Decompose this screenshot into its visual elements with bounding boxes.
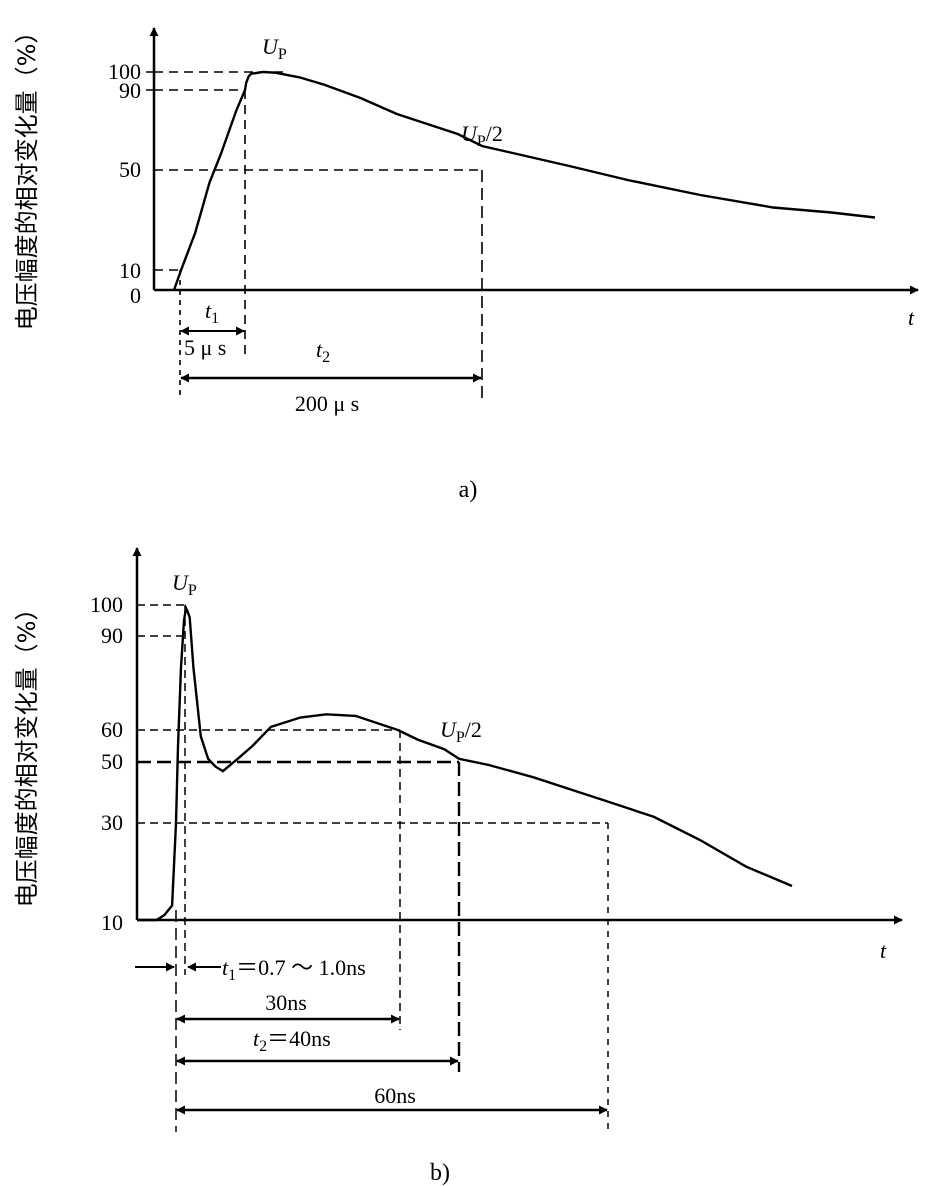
chart-b-guides xyxy=(137,604,609,1132)
chart-b-t-axis-label: t xyxy=(880,938,887,963)
chart-a-t1-value: 5 μ s xyxy=(184,335,226,360)
chart-b-t2-label: t2＝40ns xyxy=(253,1026,331,1055)
chart-a-t2-value: 200 μ s xyxy=(295,391,359,416)
chart-b-span-60-label: 60ns xyxy=(374,1083,416,1108)
chart-b-ytick-30: 30 xyxy=(101,810,123,835)
chart-b-caption: b) xyxy=(430,1160,450,1186)
chart-a-half-label: UP/2 xyxy=(461,121,503,150)
chart-b-half-label: UP/2 xyxy=(440,717,482,746)
chart-b-peak-label: UP xyxy=(172,570,197,599)
chart-a-t2-label: t2 xyxy=(316,337,330,366)
chart-a-caption: a) xyxy=(459,477,478,503)
chart-b-y-ticks: 100 90 60 50 30 10 xyxy=(90,592,123,935)
chart-a-t-axis-label: t xyxy=(908,305,915,330)
chart-a-ytick-90: 90 xyxy=(119,78,141,103)
chart-b-ylabel: 电压幅度的相对变化量（%） xyxy=(13,597,41,908)
chart-a-peak-label: UP xyxy=(262,34,287,63)
chart-b-ytick-100: 100 xyxy=(90,592,123,617)
chart-a-ytick-50: 50 xyxy=(119,157,141,182)
chart-a-t1-label: t1 xyxy=(205,298,219,327)
chart-a-y-ticks: 100 90 50 10 0 xyxy=(108,59,154,308)
chart-a: 电压幅度的相对变化量（%） 100 90 50 10 0 UP UP/2 xyxy=(13,20,919,503)
chart-a-ylabel: 电压幅度的相对变化量（%） xyxy=(13,20,41,331)
chart-b-ytick-60: 60 xyxy=(101,717,123,742)
chart-b-ytick-50: 50 xyxy=(101,749,123,774)
chart-b-waveform xyxy=(137,604,793,922)
chart-a-waveform xyxy=(172,70,876,291)
chart-a-ytick-100: 100 xyxy=(108,59,141,84)
chart-b-span-30-label: 30ns xyxy=(265,990,307,1015)
chart-b-t1-label: t1＝0.7 ～ 1.0ns xyxy=(222,955,366,984)
chart-a-ytick-10: 10 xyxy=(119,258,141,283)
chart-b: 电压幅度的相对变化量（%） 100 90 60 50 30 10 UP xyxy=(13,547,903,1186)
chart-b-ytick-90: 90 xyxy=(101,623,123,648)
chart-a-ytick-0: 0 xyxy=(130,283,141,308)
chart-b-ytick-10: 10 xyxy=(101,910,123,935)
